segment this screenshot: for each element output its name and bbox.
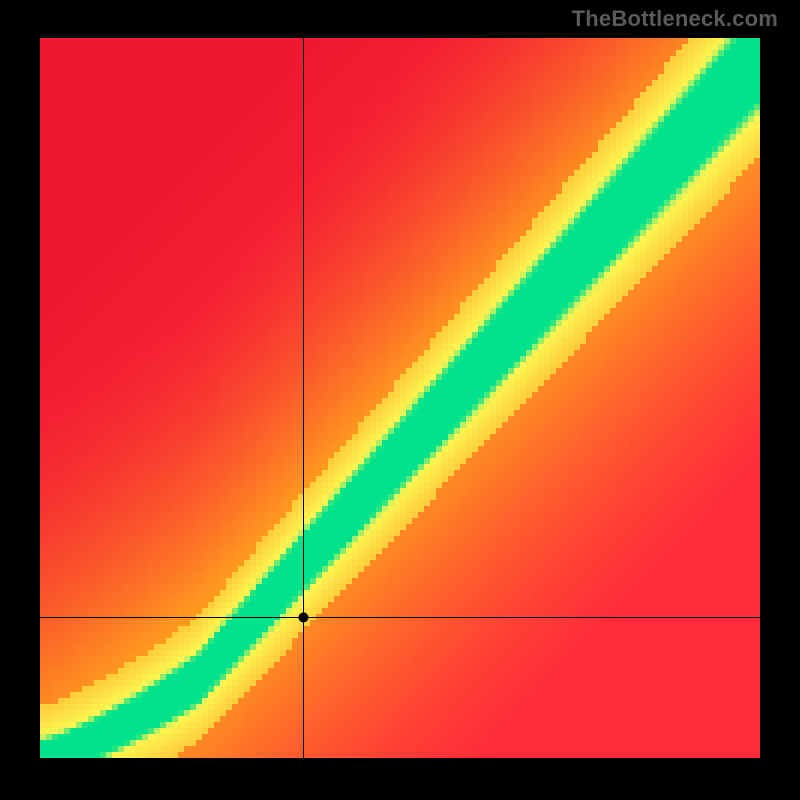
chart-container: TheBottleneck.com <box>0 0 800 800</box>
watermark-text: TheBottleneck.com <box>572 6 778 32</box>
heatmap-canvas <box>40 38 760 758</box>
plot-area <box>40 38 760 758</box>
